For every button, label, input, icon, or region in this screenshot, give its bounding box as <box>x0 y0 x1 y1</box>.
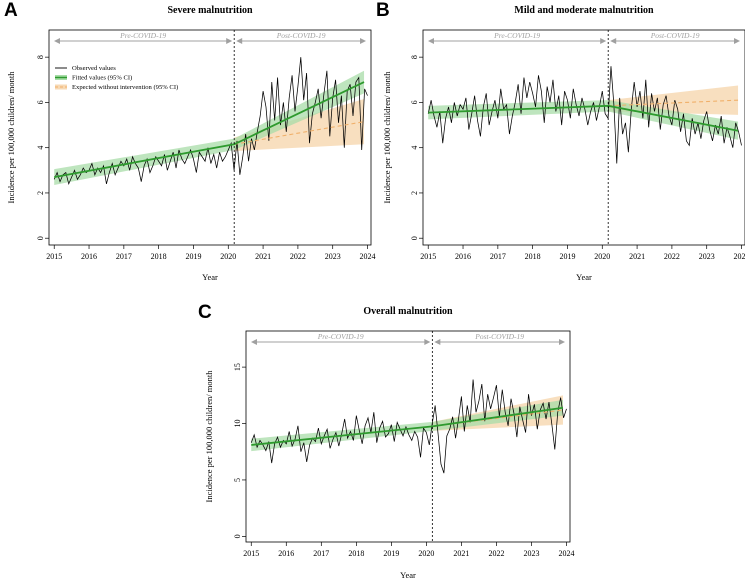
y-tick-label: 0 <box>36 236 45 240</box>
observed-series-line <box>53 57 368 186</box>
y-axis-label: Incidence per 100,000 children/ month <box>204 370 214 503</box>
pre-period-label: Pre-COVID-19 <box>317 332 364 341</box>
y-axis-label: Incidence per 100,000 children/ month <box>6 71 16 204</box>
chart-title: Severe malnutrition <box>167 5 253 16</box>
y-tick-label: 8 <box>36 55 45 59</box>
x-tick-label: 2015 <box>46 252 62 261</box>
fitted-series-line <box>428 104 739 132</box>
y-tick-label: 4 <box>36 146 45 150</box>
post-arrow-head-left <box>236 38 243 44</box>
plot-frame <box>245 330 571 543</box>
post-arrow-head-left <box>610 38 617 44</box>
x-tick-label: 2021 <box>453 549 469 558</box>
plot-frame <box>422 29 745 246</box>
y-tick-label: 4 <box>410 146 419 150</box>
post-period-label: Post-COVID-19 <box>650 31 700 40</box>
data-layer <box>427 66 742 164</box>
y-tick-label: 15 <box>233 363 242 371</box>
x-tick-label: 2023 <box>699 252 715 261</box>
panel-letter: C <box>198 302 212 323</box>
x-tick-label: 2020 <box>220 252 236 261</box>
x-tick-label: 2022 <box>290 252 306 261</box>
legend-observed-label: Observed values <box>72 65 116 72</box>
pre-period-label: Pre-COVID-19 <box>119 31 166 40</box>
y-tick-label: 6 <box>36 100 45 104</box>
plot-frame <box>48 29 372 246</box>
x-tick-label: 2023 <box>523 549 539 558</box>
y-tick-label: 5 <box>233 478 242 482</box>
pre-arrow-head-left <box>54 38 60 44</box>
y-axis-label: Incidence per 100,000 children/ month <box>382 71 392 204</box>
pre-arrow-head-right <box>226 38 233 44</box>
x-tick-label: 2021 <box>255 252 271 261</box>
y-tick-label: 6 <box>410 100 419 104</box>
post-arrow-head-right <box>360 38 366 44</box>
y-tick-label: 8 <box>410 55 419 59</box>
x-tick-label: 2022 <box>664 252 680 261</box>
x-tick-label: 2024 <box>558 549 574 558</box>
post-arrow-head-left <box>434 339 441 345</box>
panel-letter: A <box>4 0 18 21</box>
x-tick-label: 2024 <box>734 252 745 261</box>
pre-arrow-head-right <box>424 339 431 345</box>
panel-c: C Overall malnutrition 2015 2016 2017 2018 201… <box>198 302 574 580</box>
x-tick-label: 2015 <box>243 549 259 558</box>
pre-arrow-head-right <box>600 38 607 44</box>
fitted-series-line <box>251 406 564 446</box>
panel-letter: B <box>376 0 390 21</box>
chart-title: Overall malnutrition <box>363 306 453 317</box>
panel-a: A Severe malnutrition 2015 2016 2017 2018 2019… <box>4 0 376 282</box>
y-tick-label: 2 <box>410 191 419 195</box>
x-tick-label: 2017 <box>313 549 329 558</box>
expected-series-line <box>608 99 739 107</box>
x-tick-label: 2019 <box>559 252 575 261</box>
fitted-series-line <box>54 81 365 178</box>
x-tick-label: 2021 <box>629 252 645 261</box>
x-tick-label: 2018 <box>151 252 167 261</box>
panel-b: B Mild and moderate malnutrition 2015 2016 2… <box>376 0 745 282</box>
x-tick-label: 2016 <box>278 549 294 558</box>
x-tick-label: 2016 <box>81 252 97 261</box>
x-tick-label: 2023 <box>325 252 341 261</box>
x-tick-label: 2017 <box>116 252 132 261</box>
post-arrow-head-right <box>559 339 565 345</box>
pre-period-label: Pre-COVID-19 <box>493 31 540 40</box>
data-layer <box>250 379 567 474</box>
post-period-label: Post-COVID-19 <box>276 31 326 40</box>
pre-arrow-head-left <box>251 339 257 345</box>
x-tick-label: 2015 <box>420 252 436 261</box>
x-tick-label: 2024 <box>360 252 376 261</box>
x-tick-label: 2018 <box>348 549 364 558</box>
post-period-label: Post-COVID-19 <box>474 332 524 341</box>
x-tick-label: 2020 <box>594 252 610 261</box>
x-axis-label: Year <box>400 570 416 580</box>
observed-series-line <box>250 379 567 474</box>
x-tick-label: 2019 <box>383 549 399 558</box>
x-axis-label: Year <box>576 272 592 282</box>
data-layer <box>53 57 368 186</box>
x-tick-label: 2017 <box>490 252 506 261</box>
x-tick-label: 2018 <box>525 252 541 261</box>
fitted-ci-band <box>54 70 365 186</box>
legend: Observed values Fitted values (95% CI) Exp… <box>55 65 178 91</box>
fitted-ci-band <box>251 399 563 452</box>
expected-series-line <box>234 121 365 145</box>
post-arrow-head-right <box>734 38 740 44</box>
x-axis-label: Year <box>202 272 218 282</box>
x-tick-label: 2020 <box>418 549 434 558</box>
pre-arrow-head-left <box>428 38 434 44</box>
y-tick-label: 2 <box>36 191 45 195</box>
observed-series-line <box>427 66 742 164</box>
x-tick-label: 2022 <box>488 549 504 558</box>
chart-title: Mild and moderate malnutrition <box>514 5 654 16</box>
x-tick-label: 2019 <box>185 252 201 261</box>
y-tick-label: 0 <box>410 236 419 240</box>
y-tick-label: 0 <box>233 534 242 538</box>
legend-fitted-label: Fitted values (95% CI) <box>72 75 132 82</box>
y-tick-label: 10 <box>233 420 242 428</box>
x-tick-label: 2016 <box>455 252 471 261</box>
legend-expected-label: Expected without intervention (95% CI) <box>72 84 178 91</box>
